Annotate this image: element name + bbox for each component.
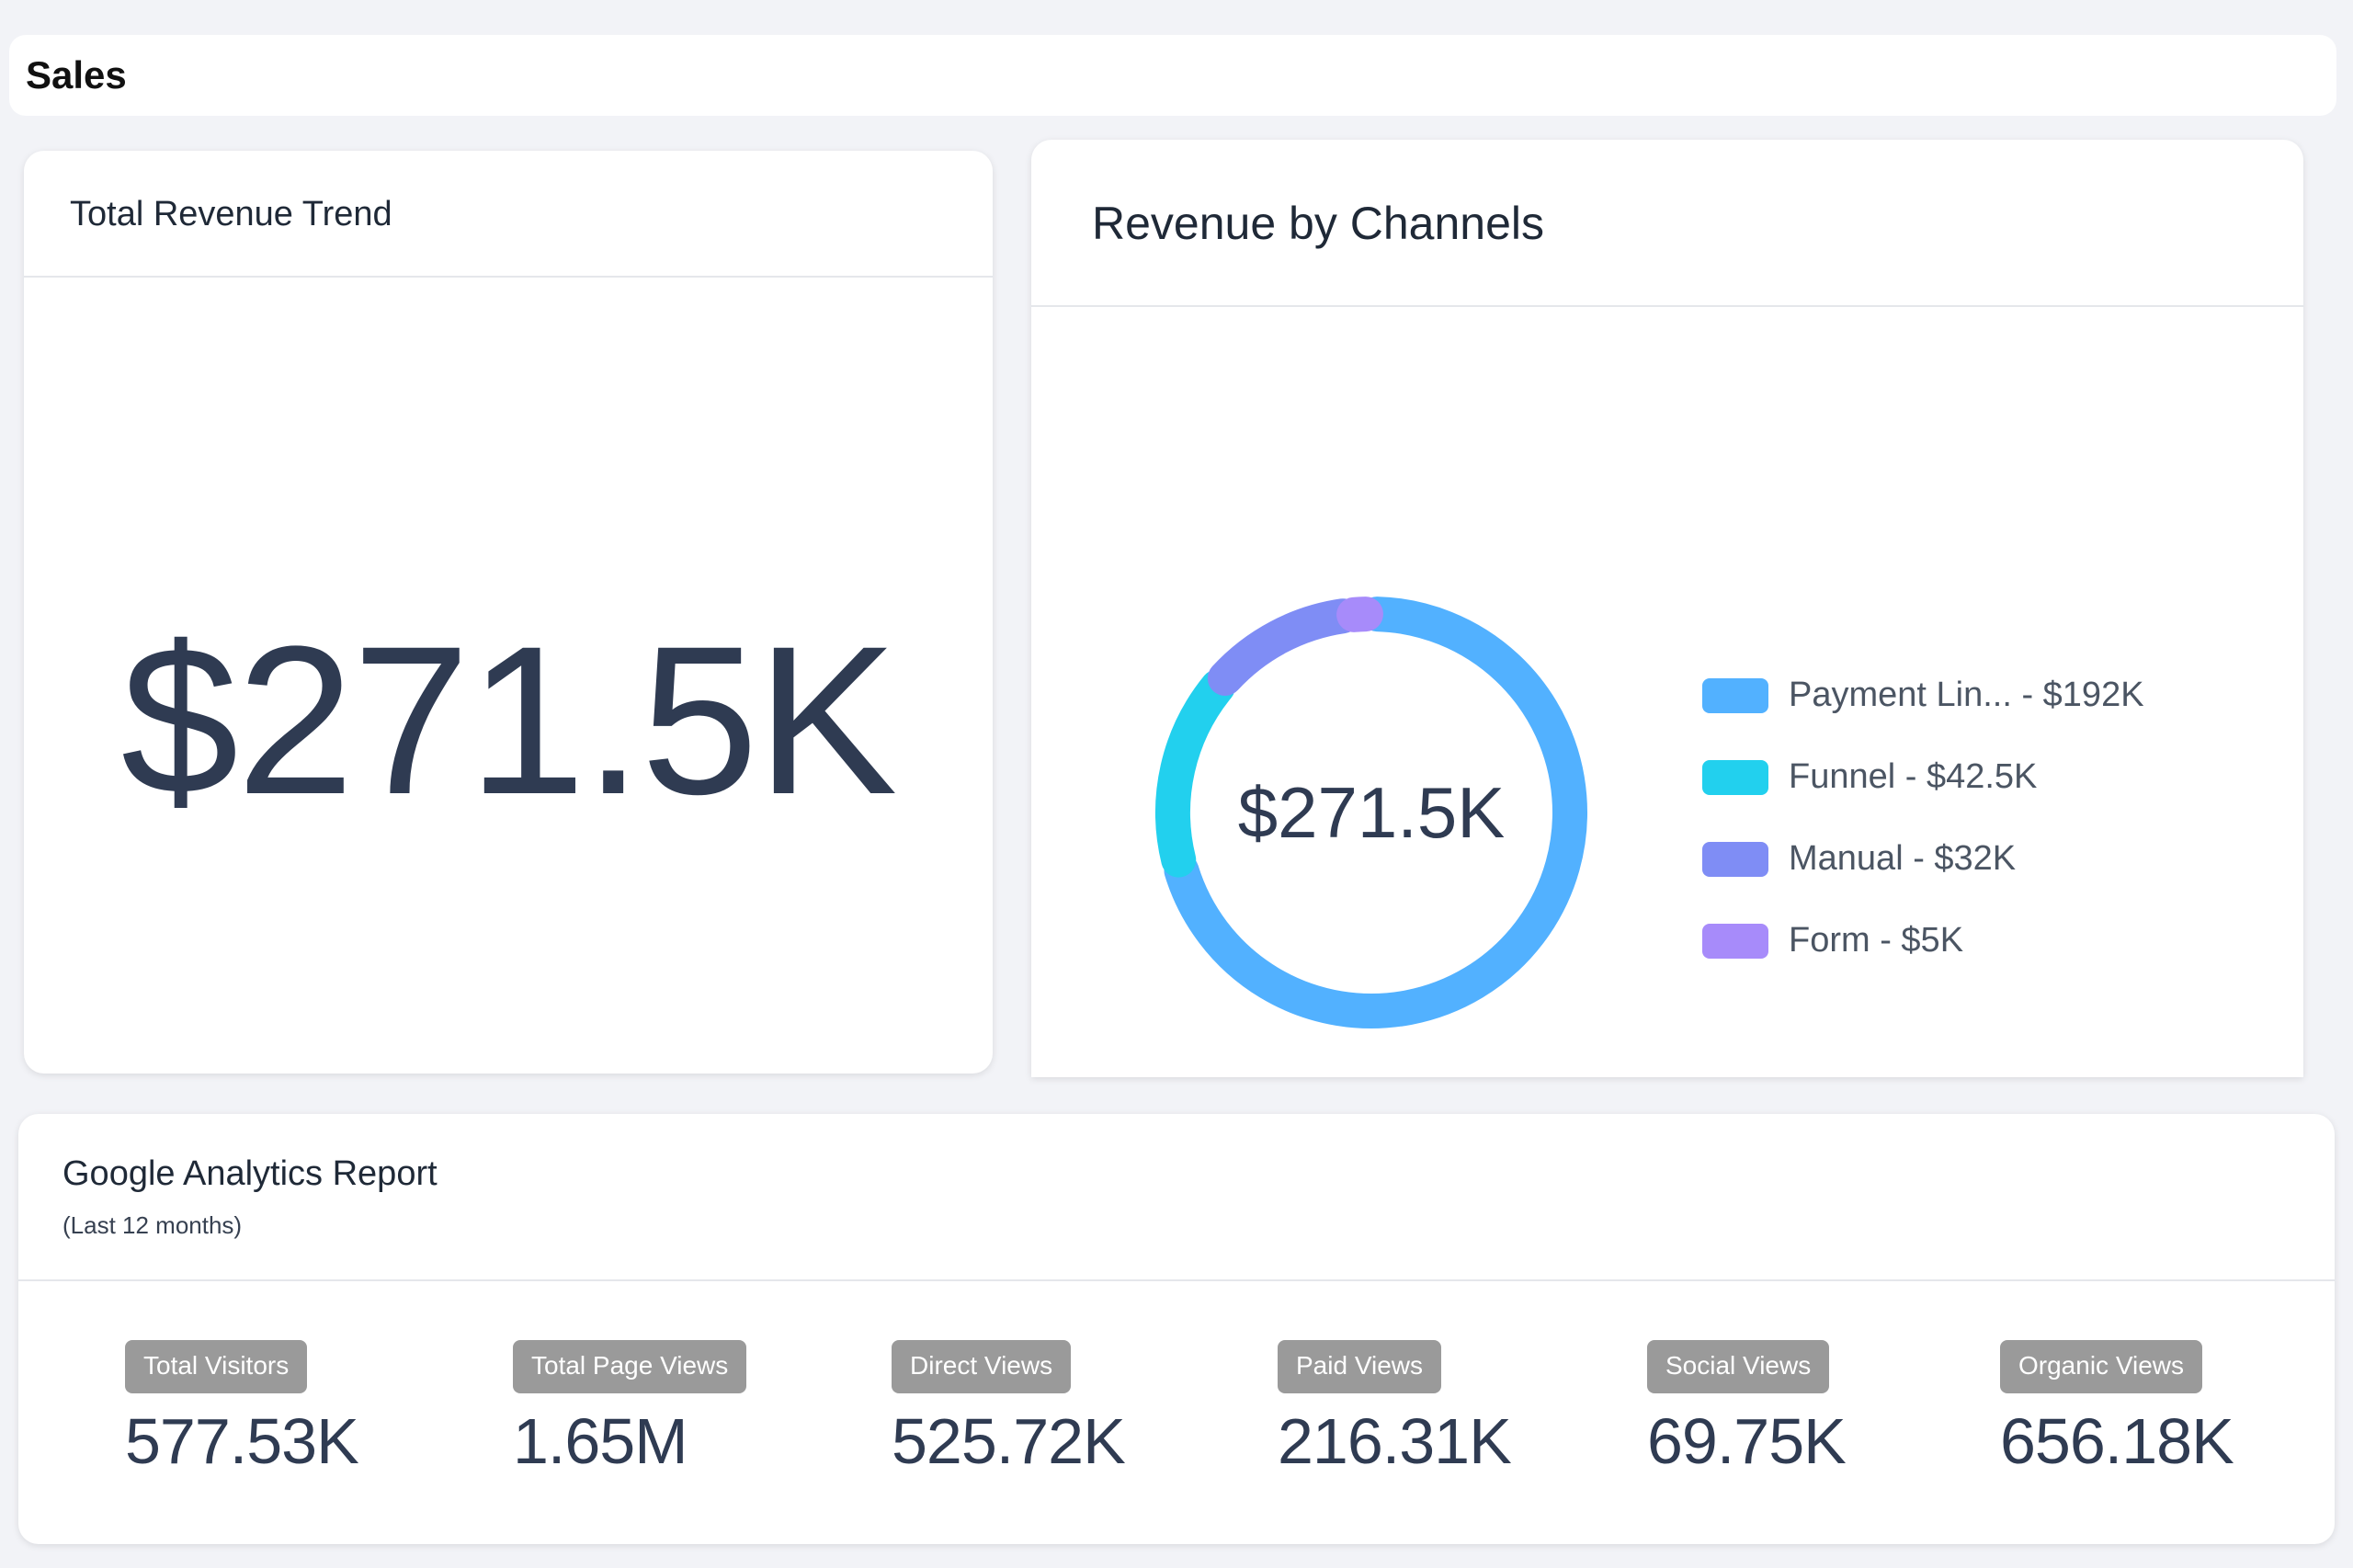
card-subtitle: (Last 12 months) bbox=[63, 1211, 243, 1239]
legend-item-manual[interactable]: Manual - $32K bbox=[1702, 818, 2144, 900]
donut-slice-form[interactable] bbox=[1336, 597, 1383, 632]
legend-item-payment-link[interactable]: Payment Lin... - $192K bbox=[1702, 654, 2144, 736]
donut-chart bbox=[1155, 597, 1587, 1028]
legend-swatch bbox=[1702, 759, 1768, 795]
metric-value: 656.18K bbox=[2000, 1405, 2234, 1477]
card-title: Total Revenue Trend bbox=[70, 195, 392, 233]
legend-swatch bbox=[1702, 923, 1768, 959]
total-revenue-trend-card: Total Revenue Trend $271.5K bbox=[24, 151, 993, 1074]
legend-label: Manual - $32K bbox=[1789, 839, 2017, 878]
google-analytics-card: Google Analytics Report (Last 12 months)… bbox=[18, 1114, 2335, 1544]
total-revenue-value: $271.5K bbox=[120, 602, 898, 838]
metric-social-views: Social Views 69.75K bbox=[1647, 1340, 1847, 1478]
card-title: Google Analytics Report bbox=[63, 1154, 438, 1193]
legend-item-funnel[interactable]: Funnel - $42.5K bbox=[1702, 736, 2144, 818]
page-header: Sales bbox=[9, 35, 2336, 116]
metric-value: 69.75K bbox=[1647, 1405, 1847, 1477]
metric-label: Direct Views bbox=[892, 1340, 1072, 1393]
legend-label: Payment Lin... - $192K bbox=[1789, 676, 2144, 714]
metric-direct-views: Direct Views 525.72K bbox=[892, 1340, 1126, 1478]
metric-label: Total Visitors bbox=[125, 1340, 308, 1393]
card-header: Total Revenue Trend bbox=[24, 151, 993, 278]
legend-swatch bbox=[1702, 677, 1768, 713]
metric-value: 525.72K bbox=[892, 1405, 1126, 1477]
chart-legend: Payment Lin... - $192K Funnel - $42.5K M… bbox=[1702, 654, 2144, 982]
donut-slice-manual[interactable] bbox=[1207, 598, 1361, 696]
metric-value: 216.31K bbox=[1278, 1405, 1512, 1477]
metric-value: 1.65M bbox=[513, 1405, 688, 1477]
metric-value: 577.53K bbox=[125, 1405, 359, 1477]
metric-total-visitors: Total Visitors 577.53K bbox=[125, 1340, 359, 1478]
card-header: Revenue by Channels bbox=[1031, 140, 2303, 307]
metric-total-page-views: Total Page Views 1.65M bbox=[513, 1340, 747, 1478]
metric-paid-views: Paid Views 216.31K bbox=[1278, 1340, 1512, 1478]
metric-label: Total Page Views bbox=[513, 1340, 747, 1393]
legend-swatch bbox=[1702, 841, 1768, 877]
legend-label: Form - $5K bbox=[1789, 921, 1964, 960]
metric-label: Social Views bbox=[1647, 1340, 1830, 1393]
metric-label: Paid Views bbox=[1278, 1340, 1442, 1393]
legend-item-form[interactable]: Form - $5K bbox=[1702, 900, 2144, 982]
page-title: Sales bbox=[26, 53, 127, 97]
donut-slice-payment-lin[interactable] bbox=[1164, 597, 1587, 1028]
donut-slice-funnel[interactable] bbox=[1155, 669, 1235, 878]
legend-label: Funnel - $42.5K bbox=[1789, 757, 2038, 796]
donut-center-value: $271.5K bbox=[1237, 771, 1506, 853]
card-title: Revenue by Channels bbox=[1092, 198, 1544, 249]
revenue-by-channels-card: Revenue by Channels $271.5K Payment Lin.… bbox=[1031, 140, 2303, 1077]
metric-label: Organic Views bbox=[2000, 1340, 2203, 1393]
card-header: Google Analytics Report (Last 12 months) bbox=[18, 1114, 2335, 1281]
metric-organic-views: Organic Views 656.18K bbox=[2000, 1340, 2234, 1478]
